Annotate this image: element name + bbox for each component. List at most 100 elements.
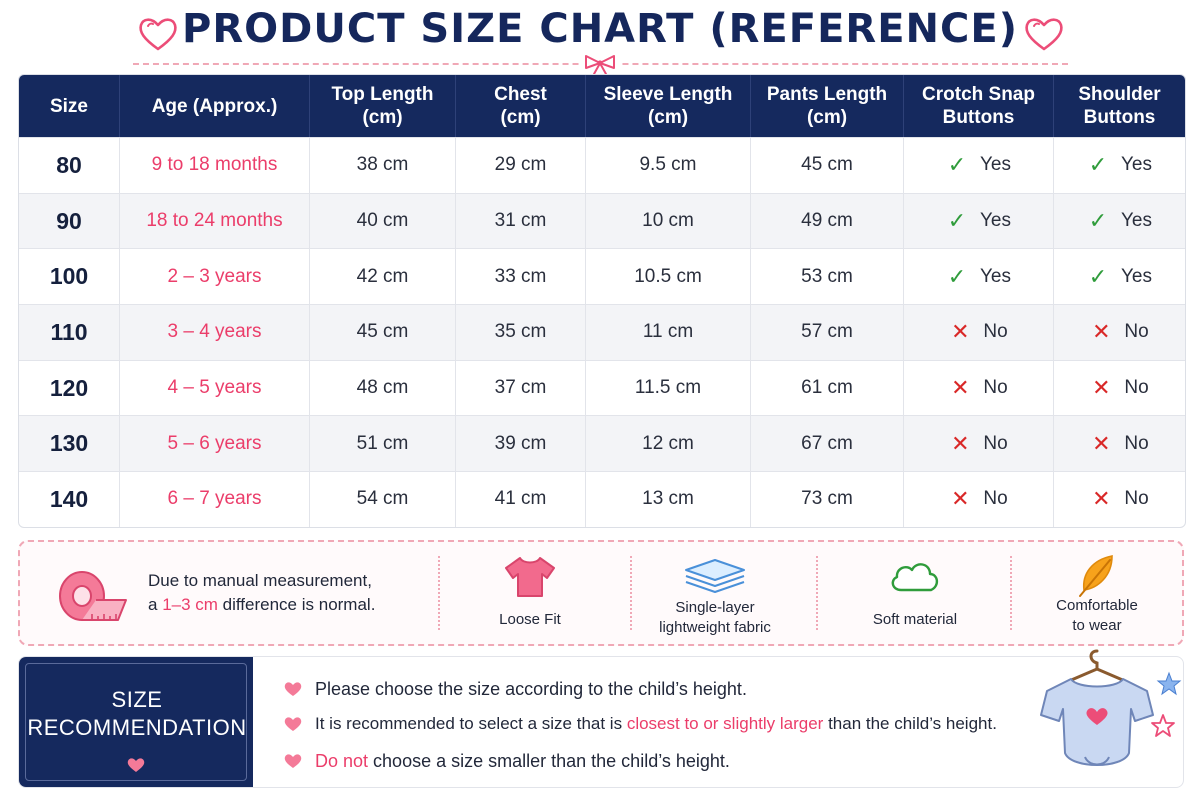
cell-age: 4 – 5 years <box>120 359 310 416</box>
cell-size: 100 <box>19 248 120 305</box>
column-header-chest: Chest (cm) <box>456 75 586 137</box>
cross-icon: ✕ <box>1092 319 1111 345</box>
measurement-note-text: Due to manual measurement, a 1–3 cm diff… <box>148 571 376 614</box>
cell-top: 48 cm <box>310 359 456 416</box>
cell-size: 120 <box>19 359 120 416</box>
table-header-row: Size Age (Approx.) Top Length (cm) Chest(… <box>19 75 1185 137</box>
table-row: 80 9 to 18 months 38 cm 29 cm 9.5 cm 45 cm ✓ Ye… <box>19 137 1185 193</box>
checkmark-icon: ✓ <box>947 208 967 234</box>
size-chart-table: Size Age (Approx.) Top Length (cm) Chest(… <box>18 74 1186 528</box>
cell-crotch: ✓ Yes <box>904 192 1054 249</box>
cell-sleeve: 11.5 cm <box>586 359 751 416</box>
measurement-info-band: Due to manual measurement, a 1–3 cm diff… <box>18 540 1184 646</box>
feature-single-layer: Single-layer lightweight fabric <box>640 542 790 644</box>
cell-age: 6 – 7 years <box>120 471 310 527</box>
table-row: 100 2 – 3 years 42 cm 33 cm 10.5 cm 53 cm ✓ Yes… <box>19 248 1185 305</box>
table-row: 120 4 – 5 years 48 cm 37 cm 11.5 cm 61 cm ✕ No ✕… <box>19 359 1185 416</box>
cell-top: 51 cm <box>310 415 456 472</box>
bow-icon <box>580 55 620 75</box>
cross-icon: ✕ <box>1092 430 1111 456</box>
cell-top: 42 cm <box>310 248 456 305</box>
cell-top: 38 cm <box>310 137 456 193</box>
recommendation-title: SIZE RECOMMENDATION <box>27 687 247 740</box>
cell-pants: 53 cm <box>751 248 904 305</box>
cell-shoulder: ✓ Yes <box>1054 137 1185 193</box>
info-divider <box>816 556 818 630</box>
cell-sleeve: 10.5 cm <box>586 248 751 305</box>
table-row: 90 18 to 24 months 40 cm 31 cm 10 cm 49 cm ✓ Ye… <box>19 192 1185 249</box>
cell-size: 90 <box>19 192 120 249</box>
tshirt-icon <box>505 557 555 597</box>
measurement-note: Due to manual measurement, a 1–3 cm diff… <box>20 542 440 644</box>
cell-sleeve: 12 cm <box>586 415 751 472</box>
measurement-tolerance: 1–3 cm <box>162 595 218 614</box>
cell-shoulder: ✓ Yes <box>1054 248 1185 304</box>
cell-shoulder: ✕ No <box>1054 471 1185 527</box>
checkmark-icon: ✓ <box>1088 152 1108 178</box>
page-header: PRODUCT SIZE CHART (REFERENCE) <box>0 0 1200 75</box>
cross-icon: ✕ <box>951 486 970 512</box>
cross-icon: ✕ <box>1092 486 1111 512</box>
table-row: 130 5 – 6 years 51 cm 39 cm 12 cm 67 cm ✕ No ✕ No <box>19 415 1185 472</box>
cell-top: 45 cm <box>310 304 456 360</box>
cell-crotch: ✕ No <box>904 359 1054 416</box>
cloud-icon <box>891 563 939 592</box>
cell-pants: 49 cm <box>751 192 904 249</box>
cell-sleeve: 10 cm <box>586 192 751 249</box>
cell-age: 18 to 24 months <box>120 192 310 249</box>
table-row: 140 6 – 7 years 54 cm 41 cm 13 cm 73 cm ✕ No ✕ No <box>19 471 1185 527</box>
info-divider <box>438 556 440 630</box>
cell-chest: 33 cm <box>456 248 586 305</box>
heart-bullet-icon <box>284 682 302 696</box>
column-header-crotch-snap: Crotch Snap Buttons <box>904 75 1054 137</box>
cell-crotch: ✓ Yes <box>904 137 1054 193</box>
cell-chest: 41 cm <box>456 471 586 527</box>
cell-age: 9 to 18 months <box>120 137 310 193</box>
recommendation-badge: SIZE RECOMMENDATION <box>19 657 253 787</box>
cell-chest: 29 cm <box>456 137 586 193</box>
feature-soft-material: Soft material <box>840 542 990 644</box>
feature-comfortable: Comfortable to wear <box>1022 542 1172 644</box>
cell-sleeve: 11 cm <box>586 304 751 360</box>
baby-onesie-icon <box>1040 649 1182 766</box>
cell-size: 110 <box>19 304 120 360</box>
checkmark-icon: ✓ <box>947 152 967 178</box>
cell-crotch: ✕ No <box>904 471 1054 527</box>
recommendation-highlight: closest to or slightly larger <box>626 714 824 733</box>
cell-pants: 73 cm <box>751 471 904 527</box>
heart-outline-icon <box>1025 18 1063 51</box>
cell-age: 5 – 6 years <box>120 415 310 472</box>
column-header-pants-length: Pants Length (cm) <box>751 75 904 137</box>
cell-age: 3 – 4 years <box>120 304 310 360</box>
info-divider <box>1010 556 1012 630</box>
column-header-size: Size <box>19 75 120 137</box>
cell-shoulder: ✕ No <box>1054 415 1185 472</box>
cell-top: 54 cm <box>310 471 456 527</box>
cell-pants: 67 cm <box>751 415 904 472</box>
cell-chest: 39 cm <box>456 415 586 472</box>
cell-sleeve: 9.5 cm <box>586 137 751 193</box>
cell-pants: 61 cm <box>751 359 904 416</box>
heart-icon <box>127 758 145 772</box>
column-header-sleeve-length: Sleeve Length (cm) <box>586 75 751 137</box>
heart-bullet-icon <box>284 717 302 731</box>
feather-icon <box>1079 555 1113 597</box>
cell-shoulder: ✕ No <box>1054 304 1185 360</box>
cell-chest: 31 cm <box>456 192 586 249</box>
cell-top: 40 cm <box>310 192 456 249</box>
cell-size: 140 <box>19 471 120 527</box>
cell-pants: 57 cm <box>751 304 904 360</box>
cell-age: 2 – 3 years <box>120 248 310 305</box>
measuring-tape-icon <box>59 571 127 621</box>
table-row: 110 3 – 4 years 45 cm 35 cm 11 cm 57 cm ✕ No ✕ No <box>19 304 1185 360</box>
cell-crotch: ✕ No <box>904 415 1054 472</box>
feature-loose-fit: Loose Fit <box>460 542 600 644</box>
cross-icon: ✕ <box>1092 375 1111 401</box>
checkmark-icon: ✓ <box>1088 208 1108 234</box>
heart-bullet-icon <box>284 754 302 768</box>
cross-icon: ✕ <box>951 319 970 345</box>
cell-chest: 35 cm <box>456 304 586 360</box>
page-title: PRODUCT SIZE CHART (REFERENCE) <box>182 6 1018 52</box>
column-header-shoulder-buttons: Shoulder Buttons <box>1054 75 1185 137</box>
cross-icon: ✕ <box>951 430 970 456</box>
